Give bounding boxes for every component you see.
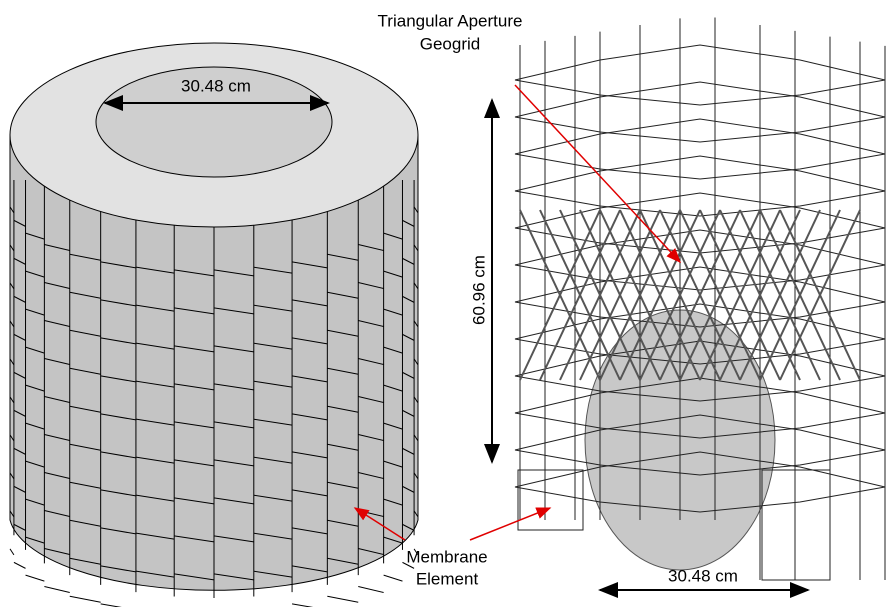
strip-joint (358, 587, 383, 593)
strip-joint (10, 549, 14, 555)
strip-joint (44, 587, 69, 593)
pointer-arrow (515, 85, 680, 262)
membrane-label: Element (416, 569, 479, 588)
diameter-label: 30.48 cm (668, 566, 738, 585)
strip-joint (384, 575, 403, 581)
dimension-label: 30.48 cm (181, 76, 251, 95)
membrane-cylinder: 30.48 cm (10, 43, 418, 607)
height-label: 60.96 cm (469, 255, 488, 325)
strip-joint (14, 562, 26, 568)
membrane-label: Membrane (406, 547, 487, 566)
wire-box (762, 470, 830, 580)
strip-joint (70, 596, 101, 602)
geogrid-label: Geogrid (420, 34, 480, 53)
geogrid-label: Triangular Aperture (378, 11, 523, 30)
strip-joint (327, 596, 358, 602)
figure: 30.48 cm 60.96 cm 30.48 cm Triangular Ap… (0, 0, 896, 607)
strip-joint (26, 575, 45, 581)
pointer-arrow (470, 508, 550, 540)
